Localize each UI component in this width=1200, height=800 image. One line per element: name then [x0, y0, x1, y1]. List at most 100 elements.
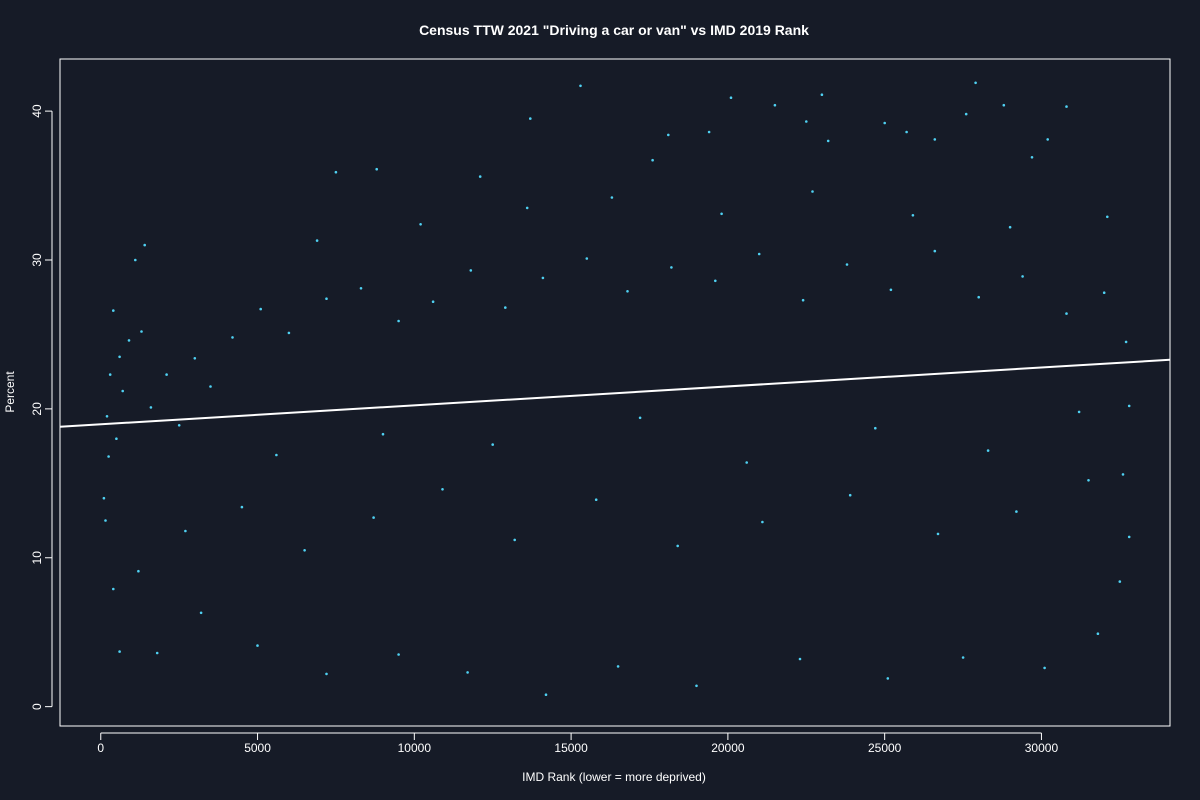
y-tick-label: 10: [30, 551, 44, 565]
data-point: [1008, 225, 1012, 229]
data-point: [1106, 215, 1109, 219]
data-point: [240, 505, 244, 509]
data-point: [667, 133, 670, 137]
data-point: [707, 130, 711, 134]
data-point: [1021, 275, 1024, 278]
data-point: [104, 519, 107, 522]
data-point: [1046, 138, 1049, 141]
data-point: [720, 212, 723, 216]
data-point: [177, 424, 181, 427]
data-point: [375, 167, 379, 171]
data-point: [165, 373, 168, 376]
y-tick-label: 40: [30, 104, 44, 118]
data-point: [478, 175, 482, 178]
data-point: [961, 656, 965, 659]
data-point: [1043, 666, 1046, 670]
data-point: [108, 373, 112, 376]
points-layer: [102, 81, 1131, 696]
data-point: [140, 330, 143, 333]
data-point: [1030, 156, 1034, 159]
data-point: [275, 453, 278, 457]
data-point: [651, 158, 654, 162]
data-point: [811, 190, 814, 193]
data-point: [209, 385, 212, 388]
data-point: [334, 170, 338, 174]
data-point: [714, 279, 717, 283]
data-point: [1065, 312, 1068, 315]
data-point: [1118, 580, 1122, 583]
data-point: [513, 538, 516, 542]
data-point: [287, 331, 291, 335]
data-point: [883, 121, 886, 125]
data-point: [469, 269, 473, 272]
data-point: [610, 196, 614, 199]
data-point: [112, 587, 115, 591]
data-point: [134, 258, 137, 262]
data-point: [579, 84, 582, 88]
data-point: [616, 665, 620, 668]
data-point: [259, 307, 263, 311]
data-point: [845, 263, 849, 266]
data-point: [504, 306, 507, 309]
data-point: [303, 549, 306, 552]
data-point: [359, 287, 363, 290]
data-point: [773, 103, 777, 107]
chart-title: Census TTW 2021 "Driving a car or van" v…: [419, 22, 809, 38]
data-point: [491, 443, 495, 446]
y-tick-label: 0: [30, 703, 44, 710]
data-point: [820, 93, 824, 96]
data-point: [670, 266, 673, 269]
data-point: [676, 544, 679, 548]
data-point: [1102, 291, 1106, 295]
y-tick-label: 30: [30, 253, 44, 267]
data-point: [964, 112, 968, 116]
data-point: [118, 355, 121, 359]
data-point: [757, 252, 761, 256]
data-point: [544, 693, 548, 696]
data-point: [315, 239, 319, 242]
data-point: [626, 290, 629, 293]
data-point: [826, 139, 830, 143]
data-point: [1121, 473, 1125, 476]
data-point: [105, 415, 109, 418]
data-point: [193, 357, 197, 360]
data-point: [933, 249, 937, 253]
x-axis: 0 5000 10000 15000 20000 25000 30000: [97, 732, 1058, 755]
x-tick-label: 5000: [244, 741, 271, 755]
data-point: [1124, 340, 1128, 344]
data-point: [466, 671, 469, 674]
x-tick-label: 10000: [398, 741, 432, 755]
x-tick-label: 15000: [554, 741, 588, 755]
data-point: [761, 520, 764, 524]
data-point: [911, 214, 915, 217]
data-point: [874, 426, 877, 430]
data-point: [102, 496, 106, 500]
data-point: [1015, 510, 1018, 513]
data-point: [143, 243, 146, 247]
trend-layer: [59, 358, 1171, 428]
data-point: [525, 206, 529, 210]
data-point: [137, 569, 140, 573]
data-point: [121, 389, 124, 393]
data-point: [798, 657, 802, 661]
data-point: [695, 684, 698, 688]
data-point: [431, 300, 435, 304]
x-tick-label: 0: [97, 741, 104, 755]
data-point: [585, 257, 589, 260]
x-tick-label: 20000: [711, 741, 745, 755]
data-point: [936, 532, 940, 536]
x-axis-label: IMD Rank (lower = more deprived): [522, 770, 706, 784]
data-point: [325, 672, 328, 676]
data-point: [184, 529, 187, 533]
data-point: [1087, 479, 1090, 482]
data-point: [441, 488, 444, 491]
data-point: [986, 449, 990, 452]
data-point: [848, 493, 852, 497]
x-tick-label: 25000: [868, 741, 902, 755]
data-point: [541, 276, 545, 280]
data-point: [1002, 103, 1006, 107]
y-axis: 0 10 20 30 40: [30, 104, 53, 710]
data-point: [127, 339, 131, 342]
data-point: [594, 498, 598, 502]
data-point: [381, 432, 385, 436]
